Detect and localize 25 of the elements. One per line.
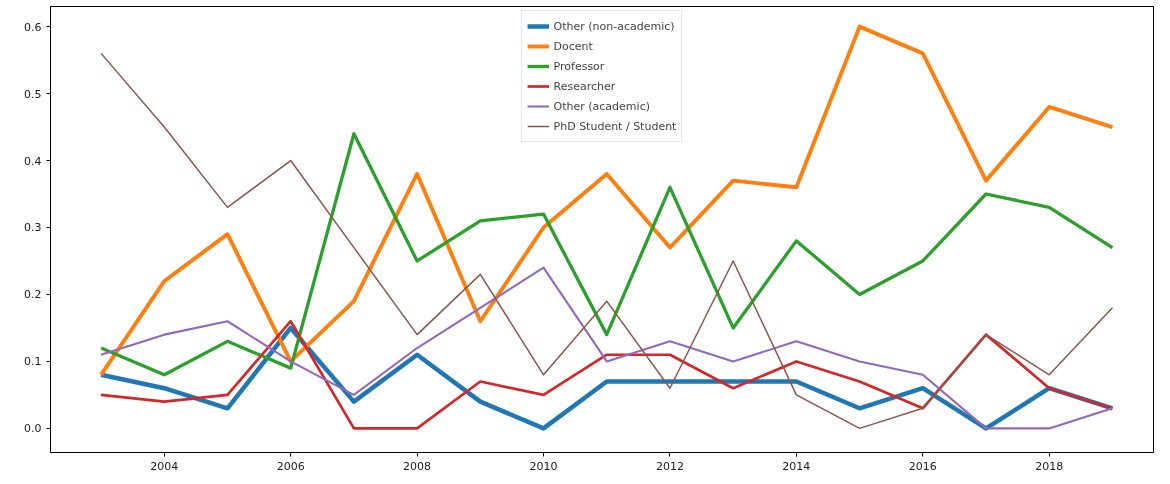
y-tick-label: 0.5: [24, 87, 42, 101]
x-tick-label: 2010: [529, 459, 558, 473]
legend-label: PhD Student / Student: [553, 119, 677, 133]
y-tick-label: 0.1: [24, 355, 42, 369]
line-series: [100, 266, 1114, 430]
legend-label: Other (non-academic): [553, 19, 675, 33]
y-tick-label: 0.4: [24, 154, 42, 168]
line-series: [99, 132, 1115, 377]
line-series: [100, 52, 1114, 430]
x-tick-label: 2014: [782, 459, 811, 473]
x-tick-label: 2006: [276, 459, 305, 473]
x-tick-label: 2004: [150, 459, 179, 473]
legend-label: Researcher: [553, 79, 616, 93]
y-tick-label: 0.6: [24, 20, 42, 34]
y-tick-label: 0.2: [24, 288, 42, 302]
x-tick-label: 2016: [908, 459, 937, 473]
y-tick-label: 0.0: [24, 422, 42, 436]
x-tick-label: 2008: [403, 459, 432, 473]
legend-label: Professor: [553, 59, 605, 73]
x-tick-label: 2012: [655, 459, 684, 473]
legend-label: Other (academic): [553, 99, 650, 113]
y-tick-label: 0.3: [24, 221, 42, 235]
legend-label: Docent: [553, 39, 593, 53]
line-series: [99, 24, 1115, 377]
x-tick-label: 2018: [1035, 459, 1064, 473]
